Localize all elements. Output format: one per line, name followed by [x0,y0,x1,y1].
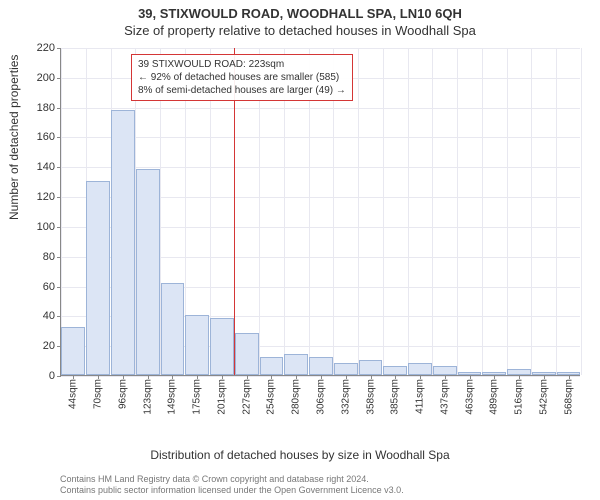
ytick-label: 180 [37,102,61,114]
bar [359,360,383,375]
gridline-v [408,48,409,375]
xtick-label: 568sqm [563,375,574,415]
bar [235,333,259,375]
ytick-label: 40 [43,310,61,322]
bar [260,357,284,375]
gridline-h [61,108,580,109]
xtick-label: 463sqm [464,375,475,415]
xtick-label: 149sqm [167,375,178,415]
gridline-v [482,48,483,375]
ytick-label: 200 [37,72,61,84]
annot-line3: 8% of semi-detached houses are larger (4… [138,84,346,97]
ytick-label: 160 [37,131,61,143]
bar [136,169,160,375]
xtick-label: 489sqm [489,375,500,415]
ytick-label: 20 [43,340,61,352]
bar [210,318,234,375]
xtick-label: 542sqm [538,375,549,415]
bar [334,363,358,375]
gridline-v [61,48,62,375]
xtick-label: 254sqm [266,375,277,415]
gridline-v [432,48,433,375]
gridline-v [581,48,582,375]
y-axis-label: Number of detached properties [7,55,21,220]
bar [309,357,333,375]
gridline-v [358,48,359,375]
footer-line1: Contains HM Land Registry data © Crown c… [60,474,404,485]
marker-annotation: 39 STIXWOULD ROAD: 223sqm ← 92% of detac… [131,54,353,101]
bar [161,283,185,375]
annot-line1: 39 STIXWOULD ROAD: 223sqm [138,58,346,71]
plot: 02040608010012014016018020022044sqm70sqm… [60,48,580,376]
chart-area: 02040608010012014016018020022044sqm70sqm… [60,48,580,406]
chart-title-line2: Size of property relative to detached ho… [0,23,600,38]
bar [284,354,308,375]
bar [433,366,457,375]
ytick-label: 140 [37,161,61,173]
bar [61,327,85,375]
xtick-label: 358sqm [365,375,376,415]
footer: Contains HM Land Registry data © Crown c… [60,474,404,497]
bar [111,110,135,375]
bar [86,181,110,375]
xtick-label: 332sqm [340,375,351,415]
ytick-label: 120 [37,191,61,203]
xtick-label: 201sqm [216,375,227,415]
gridline-v [507,48,508,375]
xtick-label: 44sqm [68,375,79,409]
xtick-label: 437sqm [439,375,450,415]
title-block: 39, STIXWOULD ROAD, WOODHALL SPA, LN10 6… [0,0,600,38]
gridline-v [531,48,532,375]
xtick-label: 385sqm [390,375,401,415]
xtick-label: 516sqm [514,375,525,415]
xtick-label: 70sqm [93,375,104,409]
gridline-v [556,48,557,375]
xtick-label: 123sqm [142,375,153,415]
xtick-label: 411sqm [415,375,426,414]
annot-line2: ← 92% of detached houses are smaller (58… [138,71,346,84]
gridline-h [61,137,580,138]
xtick-label: 227sqm [241,375,252,415]
ytick-label: 60 [43,281,61,293]
ytick-label: 100 [37,221,61,233]
gridline-h [61,48,580,49]
xtick-label: 96sqm [117,375,128,409]
chart-title-line1: 39, STIXWOULD ROAD, WOODHALL SPA, LN10 6… [0,6,600,21]
footer-line2: Contains public sector information licen… [60,485,404,496]
gridline-v [457,48,458,375]
gridline-v [383,48,384,375]
xtick-label: 306sqm [316,375,327,415]
chart-container: 39, STIXWOULD ROAD, WOODHALL SPA, LN10 6… [0,0,600,500]
x-axis-label: Distribution of detached houses by size … [0,448,600,462]
bar [185,315,209,375]
bar [408,363,432,375]
xtick-label: 280sqm [291,375,302,415]
xtick-label: 175sqm [192,375,203,415]
gridline-h [61,167,580,168]
ytick-label: 0 [49,370,61,382]
ytick-label: 80 [43,251,61,263]
bar [383,366,407,375]
ytick-label: 220 [37,42,61,54]
